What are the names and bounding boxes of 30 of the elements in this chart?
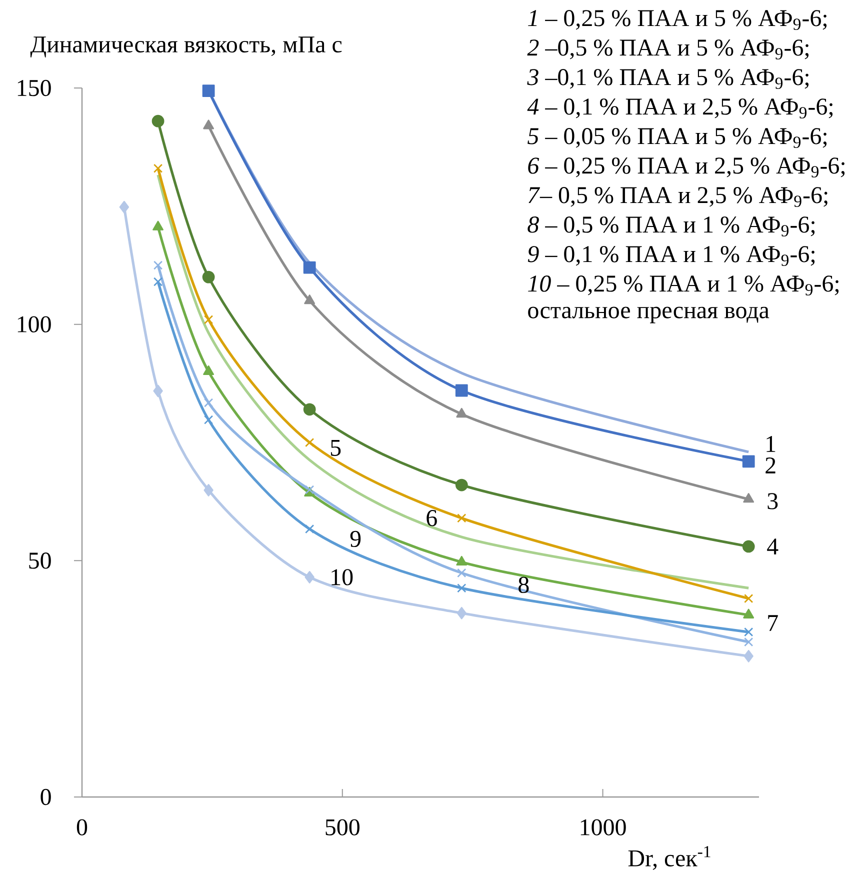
- annotation: 9 – 0,1 % ПАА и 1 % АФ$_{9}$-6;: [528, 246, 815, 266]
- annotation: 6: [426, 510, 437, 526]
- annotation: 2: [766, 457, 776, 474]
- annotation: 4 – 0,1 % ПАА и 2,5 % АФ$_{9}$-6;: [527, 98, 833, 118]
- annotation: 6 – 0,25 % ПАА и 2,5 % АФ$_{9}$-6;: [528, 158, 845, 178]
- y-tick-label: 0: [40, 788, 51, 806]
- x-tick-label: 500: [326, 819, 360, 836]
- annotation: остальное пресная вода: [528, 306, 770, 324]
- annotation: 3 –0,1 % ПАА и 5 % АФ$_{9}$-6;: [527, 69, 809, 89]
- x-tick-label: 1000: [580, 819, 626, 836]
- y-tick-label: 150: [18, 80, 51, 96]
- y-axis-title: Динамическая вязкость, мПа с: [30, 36, 342, 58]
- annotation: 9: [350, 530, 361, 548]
- y-tick-label: 100: [18, 316, 51, 332]
- annotation: 5: [330, 440, 341, 456]
- x-tick-label: 0: [76, 819, 88, 836]
- y-tick-label: 50: [29, 552, 51, 569]
- x-axis-title: Dr, сек$^{-1}$: [628, 846, 710, 870]
- annotation: 10 – 0,25 % ПАА и 1 % АФ$_{9}$-6;: [528, 276, 839, 296]
- annotation: 1: [766, 436, 776, 452]
- annotation: 7– 0,5 % ПАА и 2,5 % АФ$_{9}$-6;: [528, 187, 828, 207]
- annotation: 4: [767, 538, 778, 554]
- annotation: 5 – 0,05 % ПАА и 5 % АФ$_{9}$-6;: [528, 128, 827, 148]
- annotation: 8: [518, 576, 529, 594]
- annotation: 3: [768, 493, 778, 510]
- text: 2 –0,5 % ПАА и 5 % АФ$_{9}$-6;: [527, 40, 809, 60]
- annotation: 7: [768, 615, 778, 631]
- annotation: 10: [332, 569, 353, 586]
- text: 1 – 0,25 % ПАА и 5 % АФ$_{9}$-6;: [528, 10, 827, 30]
- annotation: 8 – 0,5 % ПАА и 1 % АФ$_{9}$-6;: [528, 216, 815, 236]
